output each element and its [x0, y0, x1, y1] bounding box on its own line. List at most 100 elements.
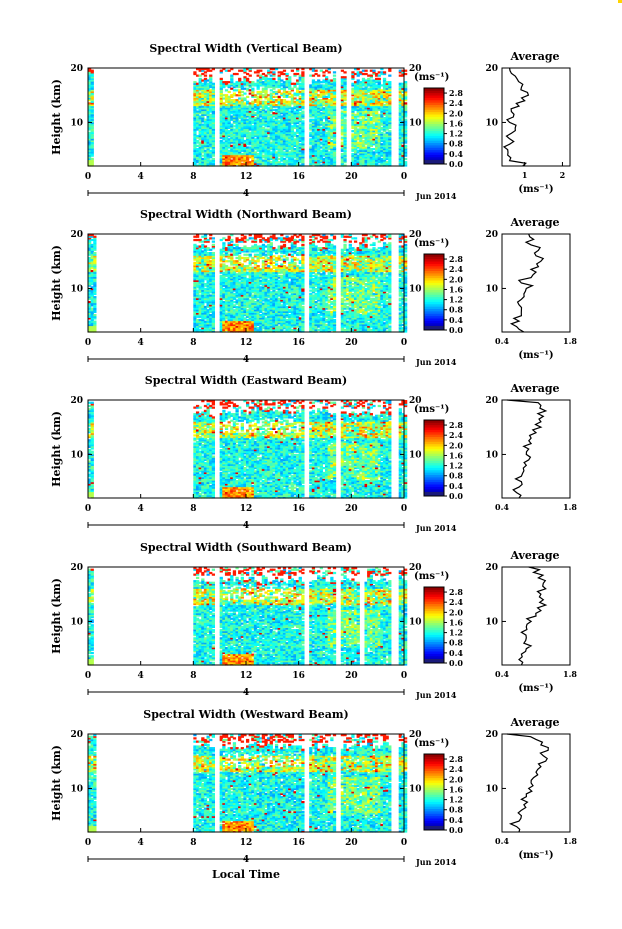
heatmap-cell	[309, 164, 313, 167]
heatmap-cell	[388, 97, 392, 100]
heatmap-cell	[290, 151, 294, 154]
heatmap-cell	[240, 108, 244, 112]
heatmap-cell	[246, 161, 250, 164]
heatmap-cell	[372, 139, 376, 143]
heatmap-cell	[377, 139, 381, 143]
heatmap-cell	[340, 105, 345, 108]
heatmap-cell	[224, 300, 229, 304]
heatmap-cell	[322, 74, 326, 77]
heatmap-cell	[198, 123, 202, 126]
heatmap-cell	[235, 162, 239, 165]
heatmap-cell	[235, 82, 239, 85]
heatmap-cell	[364, 100, 368, 103]
heatmap-cell	[301, 99, 305, 102]
heatmap-cell	[90, 273, 94, 276]
heatmap-cell	[401, 90, 405, 94]
heatmap-cell	[88, 322, 92, 325]
heatmap-cell	[314, 89, 318, 92]
heatmap-cell	[319, 85, 323, 89]
heatmap-cell	[240, 131, 244, 134]
heatmap-cell	[211, 141, 215, 144]
heatmap-cell	[235, 261, 239, 264]
heatmap-cell	[327, 161, 331, 164]
heatmap-cell	[246, 151, 250, 154]
heatmap-cell	[367, 130, 371, 133]
heatmap-cell	[206, 100, 210, 103]
heatmap-cell	[90, 312, 94, 315]
heatmap-cell	[319, 157, 323, 161]
heatmap-cell	[201, 291, 205, 294]
heatmap-cell	[340, 110, 345, 113]
heatmap-cell	[203, 138, 208, 141]
heatmap-cell	[90, 143, 94, 146]
heatmap-cell	[330, 110, 334, 113]
heatmap-cell	[248, 139, 252, 143]
heatmap-cell	[248, 123, 252, 126]
heatmap-cell	[311, 134, 316, 138]
heatmap-cell	[88, 108, 92, 112]
heatmap-cell	[88, 242, 92, 245]
heatmap-cell	[288, 90, 292, 94]
heatmap-cell	[351, 156, 355, 159]
heatmap-cell	[280, 144, 284, 147]
heatmap-cell	[90, 125, 94, 128]
heatmap-cell	[367, 81, 371, 84]
colorbar-cell	[424, 116, 444, 120]
heatmap-cell	[327, 128, 331, 131]
heatmap-cell	[203, 130, 208, 133]
heatmap-cell	[243, 245, 247, 248]
heatmap-cell	[227, 102, 231, 105]
heatmap-cell	[211, 287, 215, 291]
heatmap-cell	[246, 271, 250, 274]
heatmap-cell	[211, 318, 215, 322]
heatmap-cell	[193, 307, 197, 310]
heatmap-cell	[280, 105, 284, 108]
heatmap-cell	[90, 235, 94, 238]
heatmap-cell	[398, 108, 402, 112]
heatmap-cell	[198, 143, 202, 146]
heatmap-cell	[243, 156, 247, 159]
heatmap-cell	[314, 164, 318, 167]
heatmap-cell	[219, 118, 223, 121]
heatmap-cell	[375, 131, 379, 134]
heatmap-cell	[235, 112, 239, 115]
heatmap-cell	[227, 162, 231, 165]
heatmap-cell	[314, 133, 318, 136]
heatmap-cell	[256, 105, 260, 108]
heatmap-cell	[382, 108, 387, 112]
heatmap-cell	[246, 283, 250, 286]
heatmap-cell	[261, 108, 266, 112]
heatmap-cell	[251, 81, 255, 84]
heatmap-cell	[219, 141, 223, 144]
heatmap-cell	[90, 322, 94, 325]
heatmap-cell	[222, 134, 226, 138]
heatmap-cell	[211, 103, 215, 107]
heatmap-cell	[243, 328, 247, 331]
heatmap-cell	[267, 133, 271, 136]
heatmap-cell	[332, 108, 337, 112]
heatmap-cell	[198, 240, 202, 243]
heatmap-cell	[248, 148, 252, 151]
heatmap-cell	[382, 100, 387, 103]
heatmap-cell	[385, 100, 389, 103]
heatmap-cell	[293, 152, 297, 156]
heatmap-cell	[359, 121, 363, 125]
heatmap-cell	[311, 89, 316, 92]
heatmap-cell	[88, 309, 92, 312]
heatmap-cell	[253, 323, 258, 327]
heatmap-cell	[314, 117, 318, 120]
heatmap-cell	[230, 261, 234, 264]
heatmap-cell	[290, 94, 294, 97]
heatmap-cell	[193, 92, 197, 95]
heatmap-cell	[398, 115, 402, 118]
heatmap-cell	[288, 138, 292, 141]
heatmap-cell	[301, 143, 305, 146]
colorbar-cell	[424, 90, 444, 94]
heatmap-cell	[319, 154, 323, 157]
heatmap-cell	[277, 144, 281, 147]
heatmap-cell	[359, 162, 363, 165]
heatmap-cell	[90, 292, 94, 296]
heatmap-cell	[230, 99, 234, 102]
heatmap-cell	[317, 161, 321, 164]
heatmap-cell	[282, 162, 287, 165]
